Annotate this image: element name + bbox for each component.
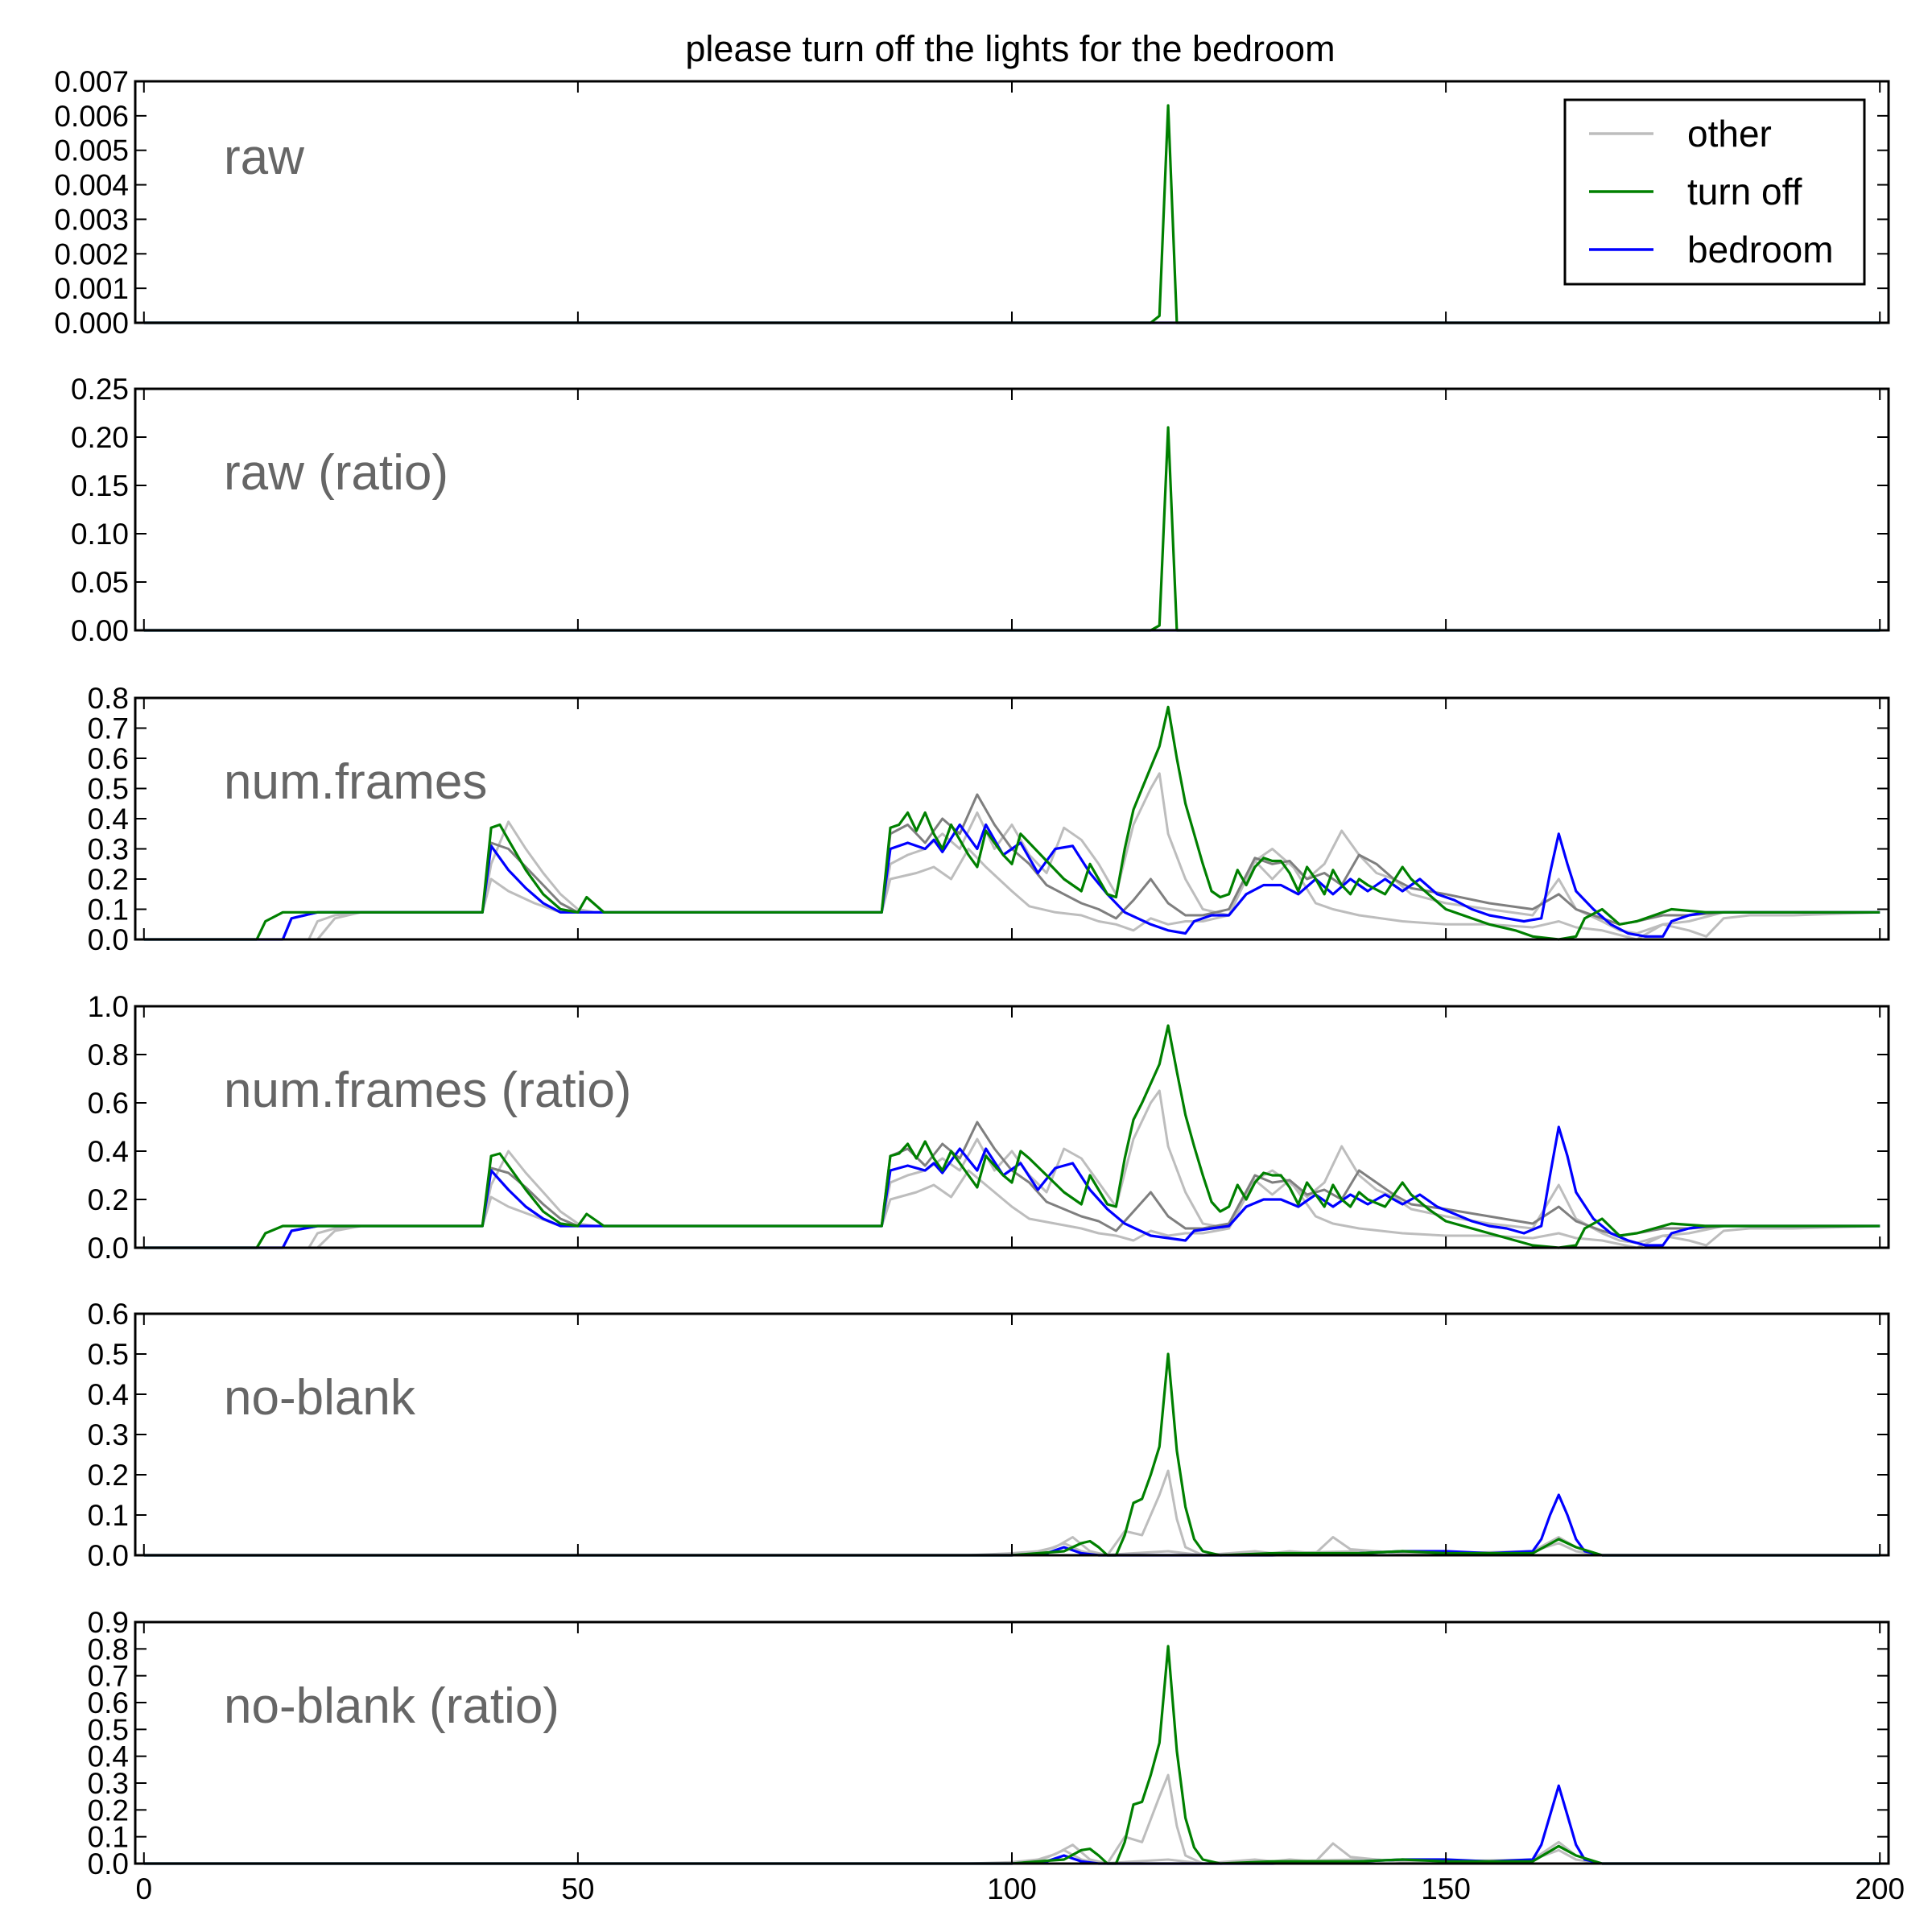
legend: other turn off bedroom <box>1563 98 1866 286</box>
series-line-other <box>143 848 1880 941</box>
series-line-other <box>143 793 1880 941</box>
y-tick-label: 0.8 <box>88 1038 129 1071</box>
series-line-turn-off <box>143 705 1880 941</box>
y-tick-label: 1.0 <box>88 990 129 1023</box>
y-tick-label: 0.2 <box>88 1794 129 1827</box>
legend-label-bedroom: bedroom <box>1687 229 1834 270</box>
y-tick-label: 0.7 <box>88 712 129 745</box>
y-tick-label: 0.2 <box>88 1459 129 1492</box>
y-tick-label: 0.4 <box>88 1135 129 1168</box>
figure-title: please turn off the lights for the bedro… <box>685 28 1335 69</box>
y-tick-label: 0.8 <box>88 682 129 715</box>
y-tick-label: 0.0 <box>88 1232 129 1265</box>
y-tick-label: 0.05 <box>71 566 129 599</box>
panel-label: num.frames <box>224 754 487 810</box>
y-tick-label: 0.1 <box>88 894 129 927</box>
y-tick-label: 0.1 <box>88 1821 129 1854</box>
y-tick-label: 0.15 <box>71 469 129 502</box>
y-tick-label: 0.3 <box>88 833 129 866</box>
panel-num-frames-ratio: 0.0 0.2 0.4 0.6 0.8 1.0 num.frames (ratio) <box>88 990 1890 1265</box>
y-tick-label: 0.00 <box>71 614 129 647</box>
y-tick-label: 0.6 <box>88 1686 129 1719</box>
y-tick-label: 0.5 <box>88 773 129 806</box>
y-tick-label: 0.000 <box>54 307 129 340</box>
y-tick-label: 0.5 <box>88 1338 129 1371</box>
x-tick-label: 50 <box>561 1872 594 1905</box>
y-tick-label: 0.25 <box>71 373 129 406</box>
series-line-turn-off <box>143 1024 1880 1249</box>
panel-raw: 0.0000.0010.0020.0030.0040.0050.0060.007… <box>54 65 1890 340</box>
y-tick-label: 0.2 <box>88 863 129 896</box>
panel-label: raw <box>224 130 304 185</box>
series-line-other <box>143 1089 1880 1249</box>
panel-no-blank: 0.0 0.1 0.2 0.3 0.4 0.5 0.6 no-blank <box>88 1298 1890 1572</box>
y-tick-label: 0.10 <box>71 518 129 551</box>
legend-label-turn-off: turn off <box>1687 171 1802 213</box>
panel-label: num.frames (ratio) <box>224 1063 631 1118</box>
y-tick-label: 0.1 <box>88 1499 129 1532</box>
y-tick-label: 0.4 <box>88 1378 129 1411</box>
panel-raw-ratio: 0.00 0.05 0.10 0.15 0.20 0.25 raw (ratio) <box>71 373 1890 647</box>
x-tick-label: 200 <box>1855 1872 1905 1905</box>
y-tick-label: 0.5 <box>88 1713 129 1746</box>
y-tick-label: 0.002 <box>54 237 129 270</box>
y-tick-label: 0.4 <box>88 803 129 836</box>
y-tick-label: 0.005 <box>54 134 129 167</box>
y-tick-label: 0.7 <box>88 1660 129 1693</box>
legend-label-other: other <box>1687 113 1772 155</box>
y-tick-label: 0.003 <box>54 203 129 236</box>
y-tick-label: 0.3 <box>88 1767 129 1800</box>
y-tick-label: 0.20 <box>71 421 129 454</box>
series-line-other <box>143 772 1880 941</box>
series-line-other <box>143 1121 1880 1249</box>
panel-label: raw (ratio) <box>224 445 448 501</box>
y-tick-label: 0.0 <box>88 923 129 956</box>
y-tick-label: 0.6 <box>88 1087 129 1120</box>
y-tick-label: 0.3 <box>88 1418 129 1451</box>
y-tick-label: 0.006 <box>54 100 129 133</box>
panel-no-blank-ratio: 0.00.10.20.30.40.50.60.70.80.9 0 50 100 150 2… <box>88 1606 1905 1905</box>
y-tick-label: 0.0 <box>88 1847 129 1880</box>
x-tick-label: 150 <box>1421 1872 1471 1905</box>
y-tick-label: 0.6 <box>88 742 129 775</box>
y-tick-label: 0.2 <box>88 1183 129 1216</box>
x-tick-label: 100 <box>987 1872 1037 1905</box>
series-line-turn-off <box>143 1352 1880 1557</box>
y-tick-label: 0.0 <box>88 1539 129 1572</box>
series-line-turn-off <box>143 1645 1880 1865</box>
panel-label: no-blank <box>224 1370 416 1426</box>
x-tick-label: 0 <box>135 1872 152 1905</box>
y-tick-label: 0.007 <box>54 65 129 98</box>
y-tick-label: 0.8 <box>88 1633 129 1666</box>
y-tick-label: 0.004 <box>54 169 129 202</box>
y-tick-label: 0.6 <box>88 1298 129 1331</box>
panel-label: no-blank (ratio) <box>224 1678 559 1734</box>
y-tick-label: 0.001 <box>54 272 129 305</box>
y-tick-label: 0.9 <box>88 1606 129 1639</box>
y-tick-label: 0.4 <box>88 1740 129 1773</box>
panel-num-frames: 0.00.10.20.30.40.50.60.70.8 num.frames <box>88 682 1890 956</box>
panels: 0.0000.0010.0020.0030.0040.0050.0060.007… <box>54 65 1905 1905</box>
